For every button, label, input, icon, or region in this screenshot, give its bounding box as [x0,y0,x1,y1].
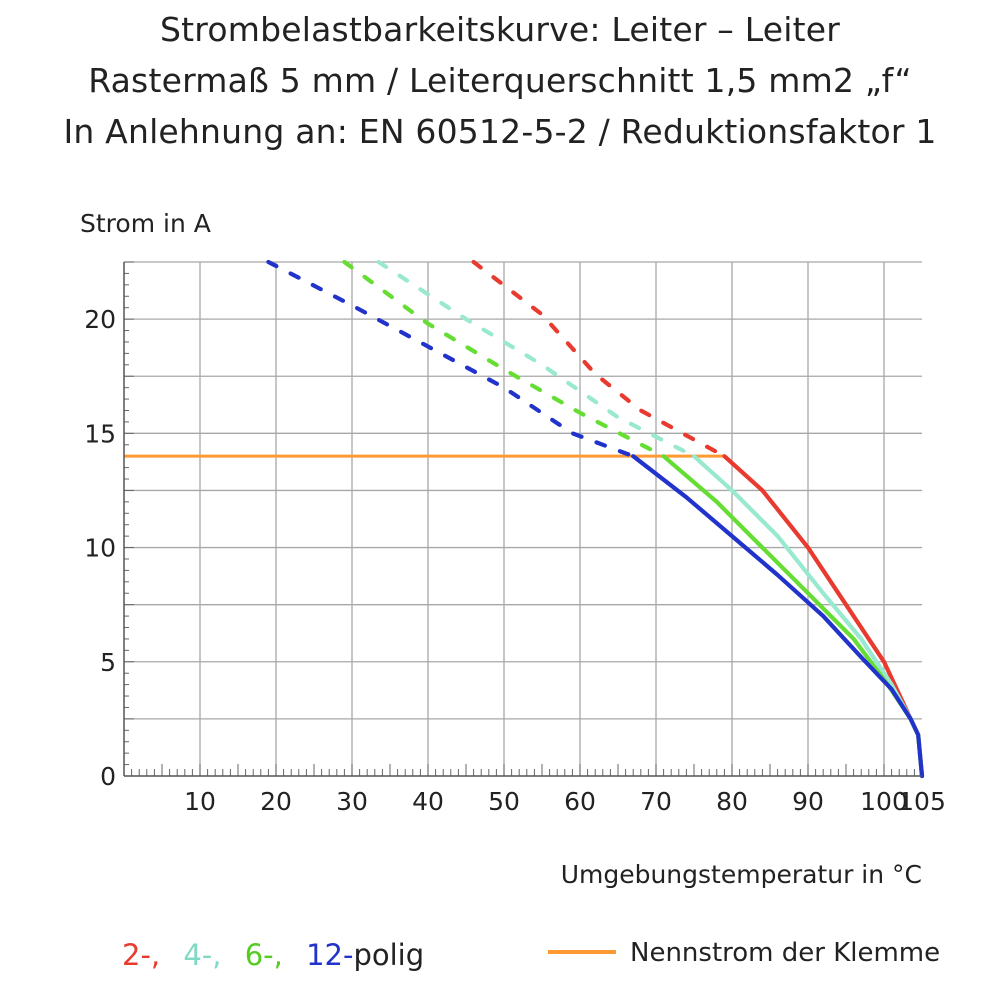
y-tick-label-5: 5 [100,648,116,677]
x-tick-label-30: 30 [336,787,368,816]
y-axis-label: Strom in A [80,209,211,238]
legend-item-12-polig: 12- [306,938,354,972]
title-line-1: Strombelastbarkeitskurve: Leiter – Leite… [160,10,840,49]
legend-rated-swatch [548,949,616,954]
series-12-polig-dashed [266,259,636,459]
y-tick-label-15: 15 [84,419,116,448]
legend-item-2-polig: 2-, [122,938,161,972]
series-layer [266,259,925,779]
minor-ticks [124,261,915,776]
grid [124,261,922,776]
x-tick-label-100: 100 [860,787,908,816]
title-line-3: In Anlehnung an: EN 60512-5-2 / Reduktio… [63,112,937,151]
legend-rated-label: Nennstrom der Klemme [630,938,941,968]
series-4-polig-dashed [376,259,697,459]
axes [123,262,922,777]
x-tick-label-50: 50 [488,787,520,816]
legend-item-6-polig: 6-, [244,938,283,972]
y-tick-label-20: 20 [84,305,116,334]
legend-rated-current: Nennstrom der Klemme [548,938,940,968]
x-tick-label-60: 60 [564,787,596,816]
y-tick-label-0: 0 [100,762,116,791]
x-tick-label-90: 90 [792,787,824,816]
series-12-polig-solid [631,454,925,779]
y-tick-label-10: 10 [84,534,116,563]
legend-series: 2-, 4-, 6-, 12-polig [122,938,424,972]
legend-suffix: polig [353,938,425,972]
chart-title: Strombelastbarkeitskurve: Leiter – Leite… [0,4,1000,157]
x-tick-label-20: 20 [260,787,292,816]
x-tick-label-40: 40 [412,787,444,816]
x-tick-label-105: 105 [898,787,946,816]
series-6-polig-solid [661,454,925,779]
title-line-2: Rastermaß 5 mm / Leiterquerschnitt 1,5 m… [88,61,912,100]
legend-item-4-polig: 4-, [183,938,222,972]
x-tick-label-10: 10 [184,787,216,816]
series-2-polig-dashed [471,259,727,459]
x-tick-label-70: 70 [640,787,672,816]
x-axis-label: Umgebungstemperatur in °C [561,860,922,889]
x-tick-label-80: 80 [716,787,748,816]
